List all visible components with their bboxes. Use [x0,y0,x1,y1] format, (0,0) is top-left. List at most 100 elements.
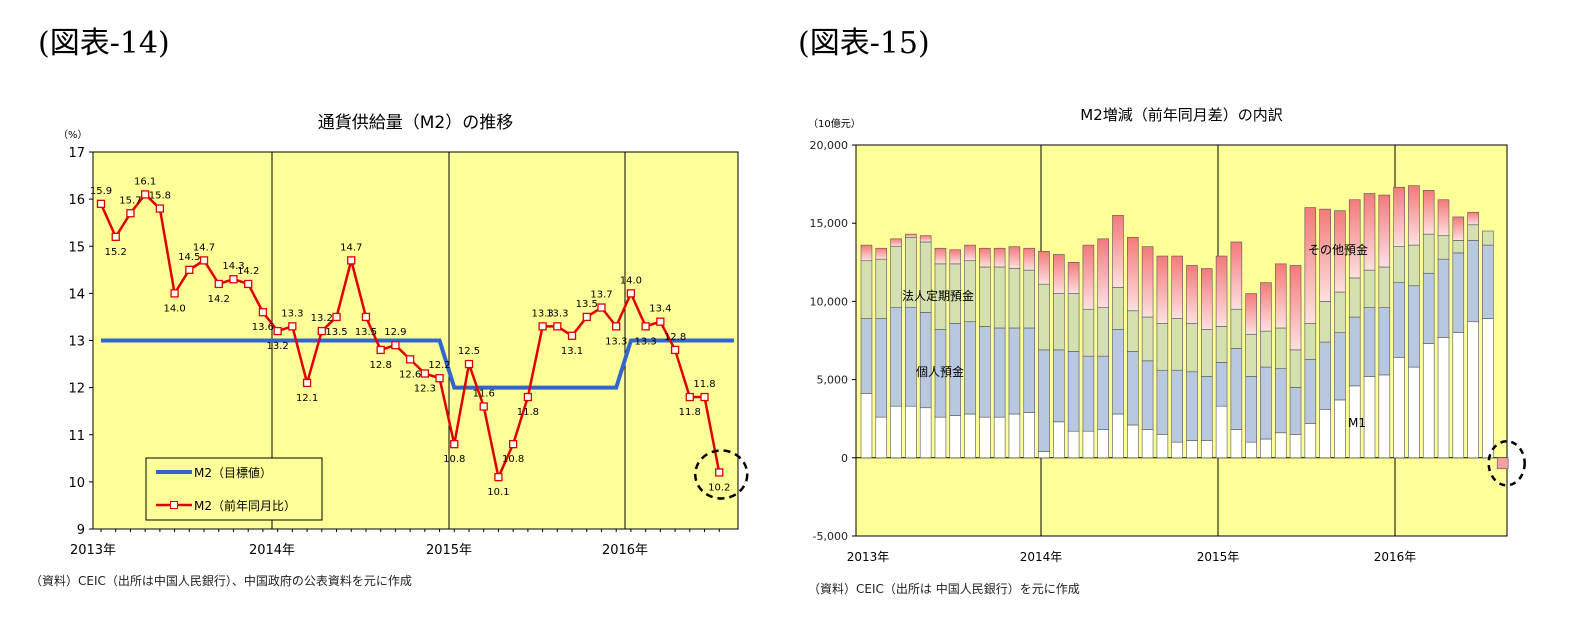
data-label: 10.8 [443,454,465,465]
bar-segment [1008,327,1021,415]
data-point [656,317,665,326]
data-label: 12.1 [296,393,318,404]
bar-segment [919,407,932,459]
data-point [567,331,577,340]
y-tick-label: 15 [68,240,85,255]
bar-segment [1334,399,1346,459]
bar-segment [905,307,917,407]
bar-segment [1082,355,1095,432]
bar-segment [1422,233,1435,274]
data-label: 13.2 [311,313,333,324]
data-label: 12.5 [458,346,480,357]
bar-segment [1215,362,1228,407]
bar-segment [1289,387,1302,435]
source-note-14: （資料）CEIC（出所は中国人民銀行）、中国政府の公表資料を元に作成 [30,574,412,588]
bar-segment [1393,246,1405,283]
data-label: 12.2 [428,360,450,371]
bar-segment [875,318,888,418]
bar-segment [1452,240,1465,254]
bar-segment [1378,374,1391,459]
data-label: 13.3 [605,336,627,347]
bar-segment [1274,368,1287,434]
bar-segment [1038,251,1050,285]
data-point [626,289,636,298]
data-point [597,303,606,312]
data-label: 13.1 [561,346,583,357]
bar-segment [1408,285,1420,368]
bar-segment [1097,429,1109,459]
bar-segment [1437,258,1450,338]
data-label: 16.1 [134,176,156,187]
bar-segment [1112,329,1124,415]
bar-segment [993,247,1006,268]
data-point [288,322,297,331]
bar-segment [1112,287,1124,330]
bar-segment [905,233,917,238]
bar-segment [1112,215,1124,288]
bar-segment [875,258,888,319]
bar-segment [1186,440,1198,459]
bar-segment [1171,369,1183,443]
bar-segment [1363,193,1376,271]
data-label: 11.8 [679,407,701,418]
x-year-label-2: 2014年 [1020,550,1063,564]
bar-segment [1422,190,1435,235]
bar-segment [1097,355,1109,430]
y-tick-label-2: -5,000 [813,530,848,543]
x-year-label-2: 2013年 [847,550,890,564]
bar-segment [1156,322,1169,371]
bar-segment [1304,322,1317,360]
bar-segment [875,247,888,260]
chart-title: 通貨供給量（M2）の推移 [318,113,513,133]
data-point [538,322,547,331]
bar-segment [1334,332,1346,401]
bar-segment [1319,409,1331,459]
y-tick-label-2: 0 [841,452,848,465]
bar-segment [890,238,902,247]
data-label: 14.7 [340,242,362,253]
bar-segment [934,247,947,265]
bar-segment [1200,376,1213,441]
data-label: 15.2 [105,247,127,258]
bar-segment [1348,277,1361,318]
label-other-deposits: その他預金 [1308,242,1368,257]
data-label: 14.7 [193,242,215,253]
bar-segment [1141,316,1154,362]
data-point [96,199,106,208]
bar-segment [1260,282,1272,332]
bar-segment [1156,255,1169,324]
label-household-deposits: 個人預金 [916,364,964,379]
bar-segment [1482,230,1494,246]
chart-title-2: M2増減（前年同月差）の内訳 [1080,106,1283,124]
x-year-label: 2013年 [70,543,116,558]
bar-segment [1260,330,1272,368]
bar-segment [1023,412,1035,459]
bar-segment [1408,366,1420,459]
legend-label-actual: M2（前年同月比） [194,498,296,513]
bar-segment [1348,316,1361,387]
bar-segment [1200,329,1213,377]
bar-segment [1452,332,1465,459]
bar-segment [1127,424,1139,459]
bar-segment [1437,337,1450,459]
bar-segment [1245,376,1257,443]
bar-segment [860,244,873,262]
bar-segment [1008,246,1021,269]
bar-segment [905,405,917,459]
data-label: 12.8 [664,332,686,343]
bar-segment [949,249,962,265]
bar-segment [1230,348,1243,430]
y-tick-label: 14 [68,287,85,302]
bar-segment [1156,434,1169,459]
bar-segment [1289,349,1302,388]
data-label: 13.3 [635,336,657,347]
bar-segment [1171,255,1183,319]
data-point [185,265,194,274]
data-point [405,355,415,364]
bar-segment [1482,318,1494,459]
data-point [229,275,238,284]
bar-segment [993,266,1006,329]
data-label: 14.3 [222,261,244,272]
figure-label-14: (図表-14) [38,26,170,61]
bar-segment [1334,291,1346,333]
